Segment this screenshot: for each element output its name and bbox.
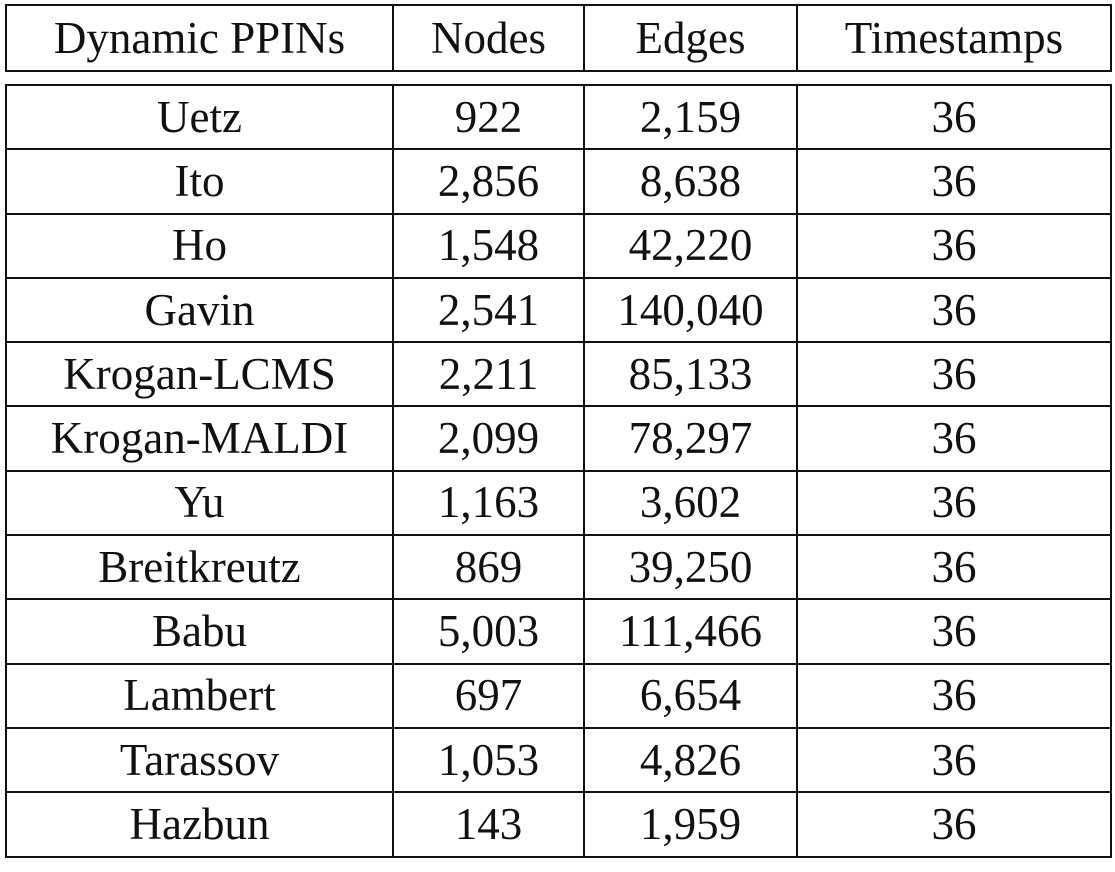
timestamps-cell: 36 <box>796 148 1112 215</box>
network-name-cell: Krogan-LCMS <box>5 341 394 408</box>
nodes-cell: 1,163 <box>392 469 585 537</box>
network-name-cell: Hazbun <box>5 791 394 858</box>
header-dynamic-ppins: Dynamic PPINs <box>5 4 394 72</box>
timestamps-cell: 36 <box>796 791 1112 858</box>
edges-cell: 111,466 <box>583 598 798 665</box>
timestamps-cell: 36 <box>796 276 1112 344</box>
edges-cell: 42,220 <box>583 212 798 279</box>
network-name-cell: Gavin <box>5 276 394 344</box>
nodes-cell: 2,099 <box>392 405 585 472</box>
timestamps-cell: 36 <box>796 726 1112 794</box>
table-row: Yu 1,163 3,602 36 <box>5 469 1112 537</box>
network-name-cell: Ho <box>5 212 394 279</box>
nodes-cell: 1,053 <box>392 726 585 794</box>
timestamps-cell: 36 <box>796 212 1112 279</box>
timestamps-cell: 36 <box>796 534 1112 601</box>
table-row: Ho 1,548 42,220 36 <box>5 212 1112 279</box>
edges-cell: 8,638 <box>583 148 798 215</box>
table-row: Babu 5,003 111,466 36 <box>5 598 1112 665</box>
network-name-cell: Breitkreutz <box>5 534 394 601</box>
edges-cell: 6,654 <box>583 662 798 729</box>
table-row: Lambert 697 6,654 36 <box>5 662 1112 729</box>
table-row: Ito 2,856 8,638 36 <box>5 148 1112 215</box>
table-header: Dynamic PPINs Nodes Edges Timestamps <box>5 4 1112 72</box>
nodes-cell: 143 <box>392 791 585 858</box>
timestamps-cell: 36 <box>796 469 1112 537</box>
nodes-cell: 697 <box>392 662 585 729</box>
table-body: Uetz 922 2,159 36 Ito 2,856 8,638 36 Ho 1,548 42,2… <box>5 83 1112 858</box>
network-name-cell: Lambert <box>5 662 394 729</box>
timestamps-cell: 36 <box>796 662 1112 729</box>
timestamps-cell: 36 <box>796 598 1112 665</box>
header-nodes: Nodes <box>392 4 585 72</box>
nodes-cell: 922 <box>392 83 585 151</box>
edges-cell: 85,133 <box>583 341 798 408</box>
edges-cell: 140,040 <box>583 276 798 344</box>
nodes-cell: 5,003 <box>392 598 585 665</box>
table-row: Tarassov 1,053 4,826 36 <box>5 726 1112 794</box>
edges-cell: 4,826 <box>583 726 798 794</box>
edges-cell: 39,250 <box>583 534 798 601</box>
network-name-cell: Uetz <box>5 83 394 151</box>
edges-cell: 1,959 <box>583 791 798 858</box>
table-row: Krogan-MALDI 2,099 78,297 36 <box>5 405 1112 472</box>
edges-cell: 78,297 <box>583 405 798 472</box>
network-name-cell: Ito <box>5 148 394 215</box>
network-name-cell: Yu <box>5 469 394 537</box>
network-name-cell: Krogan-MALDI <box>5 405 394 472</box>
nodes-cell: 1,548 <box>392 212 585 279</box>
timestamps-cell: 36 <box>796 341 1112 408</box>
edges-cell: 3,602 <box>583 469 798 537</box>
header-row: Dynamic PPINs Nodes Edges Timestamps <box>5 4 1112 72</box>
nodes-cell: 869 <box>392 534 585 601</box>
table-row: Breitkreutz 869 39,250 36 <box>5 534 1112 601</box>
table-row: Gavin 2,541 140,040 36 <box>5 276 1112 344</box>
timestamps-cell: 36 <box>796 405 1112 472</box>
header-timestamps: Timestamps <box>796 4 1112 72</box>
edges-cell: 2,159 <box>583 83 798 151</box>
table-row: Hazbun 143 1,959 36 <box>5 791 1112 858</box>
table-row: Uetz 922 2,159 36 <box>5 83 1112 151</box>
timestamps-cell: 36 <box>796 83 1112 151</box>
nodes-cell: 2,856 <box>392 148 585 215</box>
network-name-cell: Tarassov <box>5 726 394 794</box>
nodes-cell: 2,211 <box>392 341 585 408</box>
header-edges: Edges <box>583 4 798 72</box>
nodes-cell: 2,541 <box>392 276 585 344</box>
network-name-cell: Babu <box>5 598 394 665</box>
table-row: Krogan-LCMS 2,211 85,133 36 <box>5 341 1112 408</box>
